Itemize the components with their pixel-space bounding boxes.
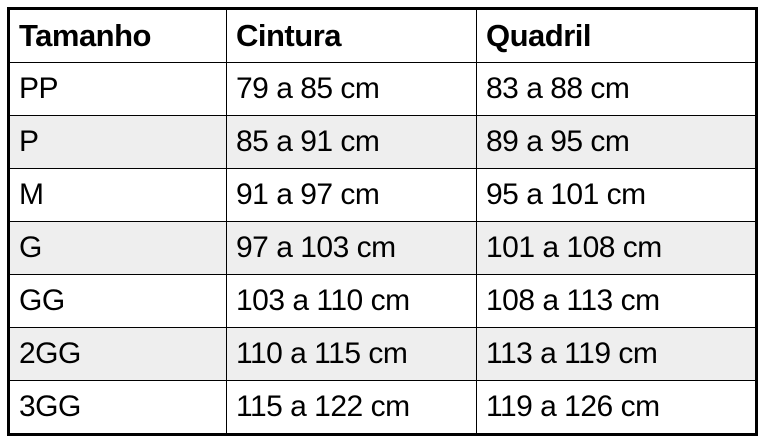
header-row: Tamanho Cintura Quadril <box>8 8 757 63</box>
size-chart-table: Tamanho Cintura Quadril PP 79 a 85 cm 83… <box>7 7 758 436</box>
hip-cell: 89 a 95 cm <box>476 115 757 169</box>
hip-cell: 83 a 88 cm <box>476 62 757 116</box>
hip-cell: 108 a 113 cm <box>476 274 757 328</box>
table-row: M 91 a 97 cm 95 a 101 cm <box>8 168 757 222</box>
size-chart: Tamanho Cintura Quadril PP 79 a 85 cm 83… <box>7 7 758 436</box>
column-header-hip: Quadril <box>476 8 757 63</box>
table-row: PP 79 a 85 cm 83 a 88 cm <box>8 62 757 116</box>
waist-cell: 110 a 115 cm <box>226 327 477 381</box>
hip-cell: 113 a 119 cm <box>476 327 757 381</box>
size-cell: M <box>8 168 227 222</box>
table-row: 2GG 110 a 115 cm 113 a 119 cm <box>8 327 757 381</box>
table-row: GG 103 a 110 cm 108 a 113 cm <box>8 274 757 328</box>
size-cell: G <box>8 221 227 275</box>
waist-cell: 115 a 122 cm <box>226 380 477 435</box>
size-cell: 2GG <box>8 327 227 381</box>
column-header-waist: Cintura <box>226 8 477 63</box>
waist-cell: 79 a 85 cm <box>226 62 477 116</box>
size-cell: 3GG <box>8 380 227 435</box>
table-row: P 85 a 91 cm 89 a 95 cm <box>8 115 757 169</box>
size-cell: PP <box>8 62 227 116</box>
table-row: G 97 a 103 cm 101 a 108 cm <box>8 221 757 275</box>
size-cell: P <box>8 115 227 169</box>
hip-cell: 95 a 101 cm <box>476 168 757 222</box>
hip-cell: 101 a 108 cm <box>476 221 757 275</box>
waist-cell: 103 a 110 cm <box>226 274 477 328</box>
column-header-size: Tamanho <box>8 8 227 63</box>
waist-cell: 91 a 97 cm <box>226 168 477 222</box>
size-cell: GG <box>8 274 227 328</box>
hip-cell: 119 a 126 cm <box>476 380 757 435</box>
waist-cell: 97 a 103 cm <box>226 221 477 275</box>
waist-cell: 85 a 91 cm <box>226 115 477 169</box>
table-row: 3GG 115 a 122 cm 119 a 126 cm <box>8 380 757 435</box>
